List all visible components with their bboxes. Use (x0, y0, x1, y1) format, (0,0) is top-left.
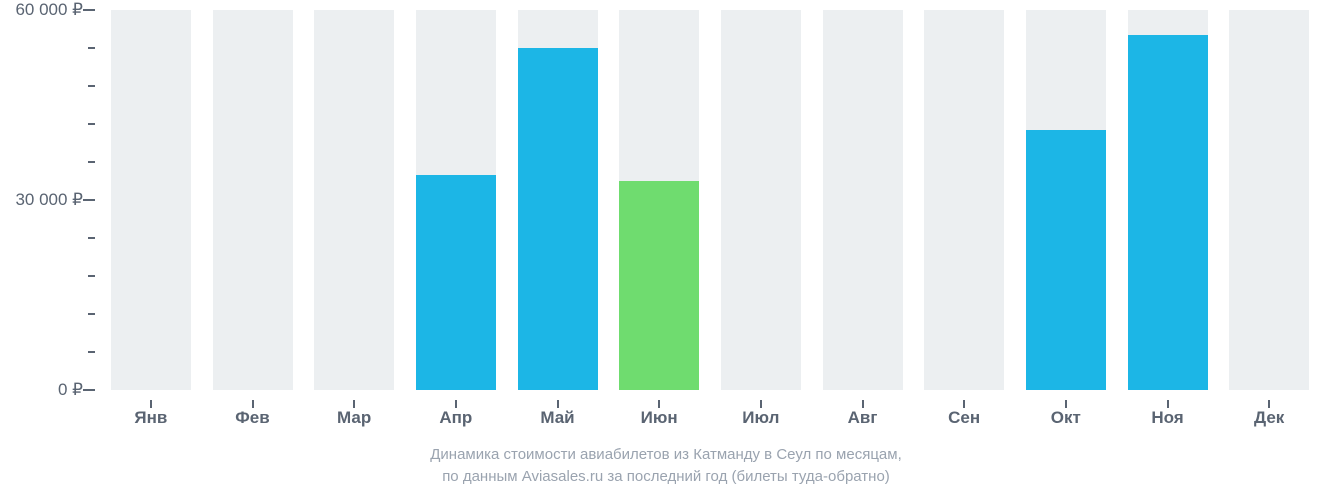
y-axis-minor-tick (88, 161, 95, 163)
x-axis-label: Сен (948, 408, 980, 428)
x-axis-label: Мар (337, 408, 371, 428)
y-axis-minor-tick (88, 123, 95, 125)
x-axis-tick (963, 400, 965, 408)
y-axis-label: 0 ₽ (58, 380, 83, 400)
x-axis-tick (1268, 400, 1270, 408)
x-axis: Янв Фев Мар Апр Май Июн Июл Авг Сен Окт Ноя Дек (100, 400, 1320, 430)
x-axis-tick (760, 400, 762, 408)
x-axis-label: Авг (848, 408, 878, 428)
x-axis-label: Июл (742, 408, 779, 428)
bar-background (1229, 10, 1309, 390)
bar-slot (518, 10, 598, 390)
x-axis-tick (1167, 400, 1169, 408)
bar-value (619, 181, 699, 390)
bar-slot (1026, 10, 1106, 390)
y-axis-minor-tick (88, 47, 95, 49)
bar-slot (1229, 10, 1309, 390)
x-axis-label: Апр (439, 408, 472, 428)
plot-area (100, 10, 1320, 390)
x-axis-label: Дек (1254, 408, 1284, 428)
bar-slot (924, 10, 1004, 390)
bar-background (924, 10, 1004, 390)
y-axis-minor-tick (88, 85, 95, 87)
y-axis-minor-tick (88, 275, 95, 277)
x-axis-label: Янв (134, 408, 167, 428)
x-axis-tick (150, 400, 152, 408)
x-axis-tick (455, 400, 457, 408)
x-axis-label: Июн (641, 408, 678, 428)
y-axis-tick (83, 389, 95, 391)
x-axis-label: Окт (1051, 408, 1081, 428)
price-chart: 0 ₽ 30 000 ₽ 60 000 ₽ Янв Фев Мар Апр Май Июн Ию… (0, 0, 1332, 502)
bar-background (823, 10, 903, 390)
bar-slot (111, 10, 191, 390)
y-axis-minor-tick (88, 237, 95, 239)
bar-value (518, 48, 598, 390)
y-axis-label: 60 000 ₽ (15, 0, 83, 20)
x-axis-tick (1065, 400, 1067, 408)
y-axis-minor-tick (88, 313, 95, 315)
bar-slot (416, 10, 496, 390)
y-axis-tick (83, 9, 95, 11)
bar-background (314, 10, 394, 390)
bar-value (416, 175, 496, 390)
x-axis-tick (557, 400, 559, 408)
bar-slot (213, 10, 293, 390)
x-axis-label: Ноя (1151, 408, 1183, 428)
bar-slot (823, 10, 903, 390)
x-axis-label: Май (540, 408, 574, 428)
y-axis-label: 30 000 ₽ (15, 190, 83, 210)
bar-slot (619, 10, 699, 390)
bar-slot (721, 10, 801, 390)
chart-caption-line2: по данным Aviasales.ru за последний год … (0, 468, 1332, 485)
bar-slot (314, 10, 394, 390)
x-axis-tick (658, 400, 660, 408)
x-axis-tick (353, 400, 355, 408)
y-axis: 0 ₽ 30 000 ₽ 60 000 ₽ (0, 0, 95, 400)
y-axis-minor-tick (88, 351, 95, 353)
x-axis-label: Фев (235, 408, 269, 428)
x-axis-tick (862, 400, 864, 408)
bar-background (213, 10, 293, 390)
chart-caption-line1: Динамика стоимости авиабилетов из Катман… (0, 446, 1332, 463)
bar-value (1026, 130, 1106, 390)
bar-background (721, 10, 801, 390)
bar-slot (1128, 10, 1208, 390)
y-axis-tick (83, 199, 95, 201)
bar-value (1128, 35, 1208, 390)
bar-background (111, 10, 191, 390)
x-axis-tick (252, 400, 254, 408)
